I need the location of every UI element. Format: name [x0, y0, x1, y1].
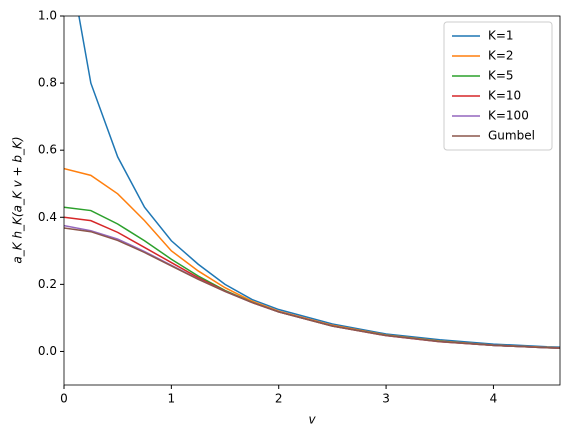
legend-label: K=2	[488, 49, 514, 63]
legend-label: Gumbel	[488, 129, 535, 143]
y-tick-label: 0.8	[38, 76, 57, 90]
x-axis-label: v	[308, 413, 316, 427]
line-series	[78, 16, 560, 348]
line-series	[64, 206, 560, 349]
legend-label: K=1	[488, 29, 514, 43]
legend-label: K=100	[488, 109, 529, 123]
y-tick-label: 1.0	[38, 9, 57, 23]
x-tick-label: 4	[490, 392, 498, 406]
y-tick-label: 0.4	[38, 210, 57, 224]
line-series	[64, 227, 560, 349]
legend-label: K=5	[488, 69, 514, 83]
y-axis-label: a_K h_K(a_K v + b_K)	[11, 136, 25, 263]
x-tick-label: 2	[275, 392, 283, 406]
y-tick-label: 0.0	[38, 344, 57, 358]
legend-label: K=10	[488, 89, 521, 103]
plot-area	[64, 16, 560, 349]
legend-box	[443, 21, 553, 151]
x-tick-label: 0	[60, 392, 68, 406]
y-tick-label: 0.6	[38, 143, 57, 157]
x-tick-label: 1	[168, 392, 176, 406]
x-tick-label: 3	[382, 392, 390, 406]
plot-frame	[63, 15, 561, 386]
y-tick-label: 0.2	[38, 277, 57, 291]
